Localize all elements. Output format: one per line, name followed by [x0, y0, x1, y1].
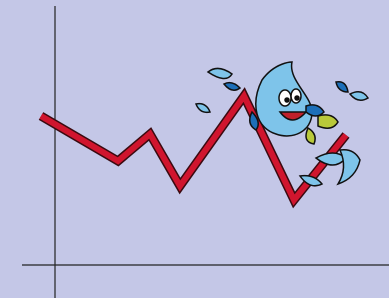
pupil — [285, 98, 289, 102]
eye — [279, 90, 291, 106]
pupil — [295, 96, 299, 100]
illustration — [0, 0, 389, 298]
